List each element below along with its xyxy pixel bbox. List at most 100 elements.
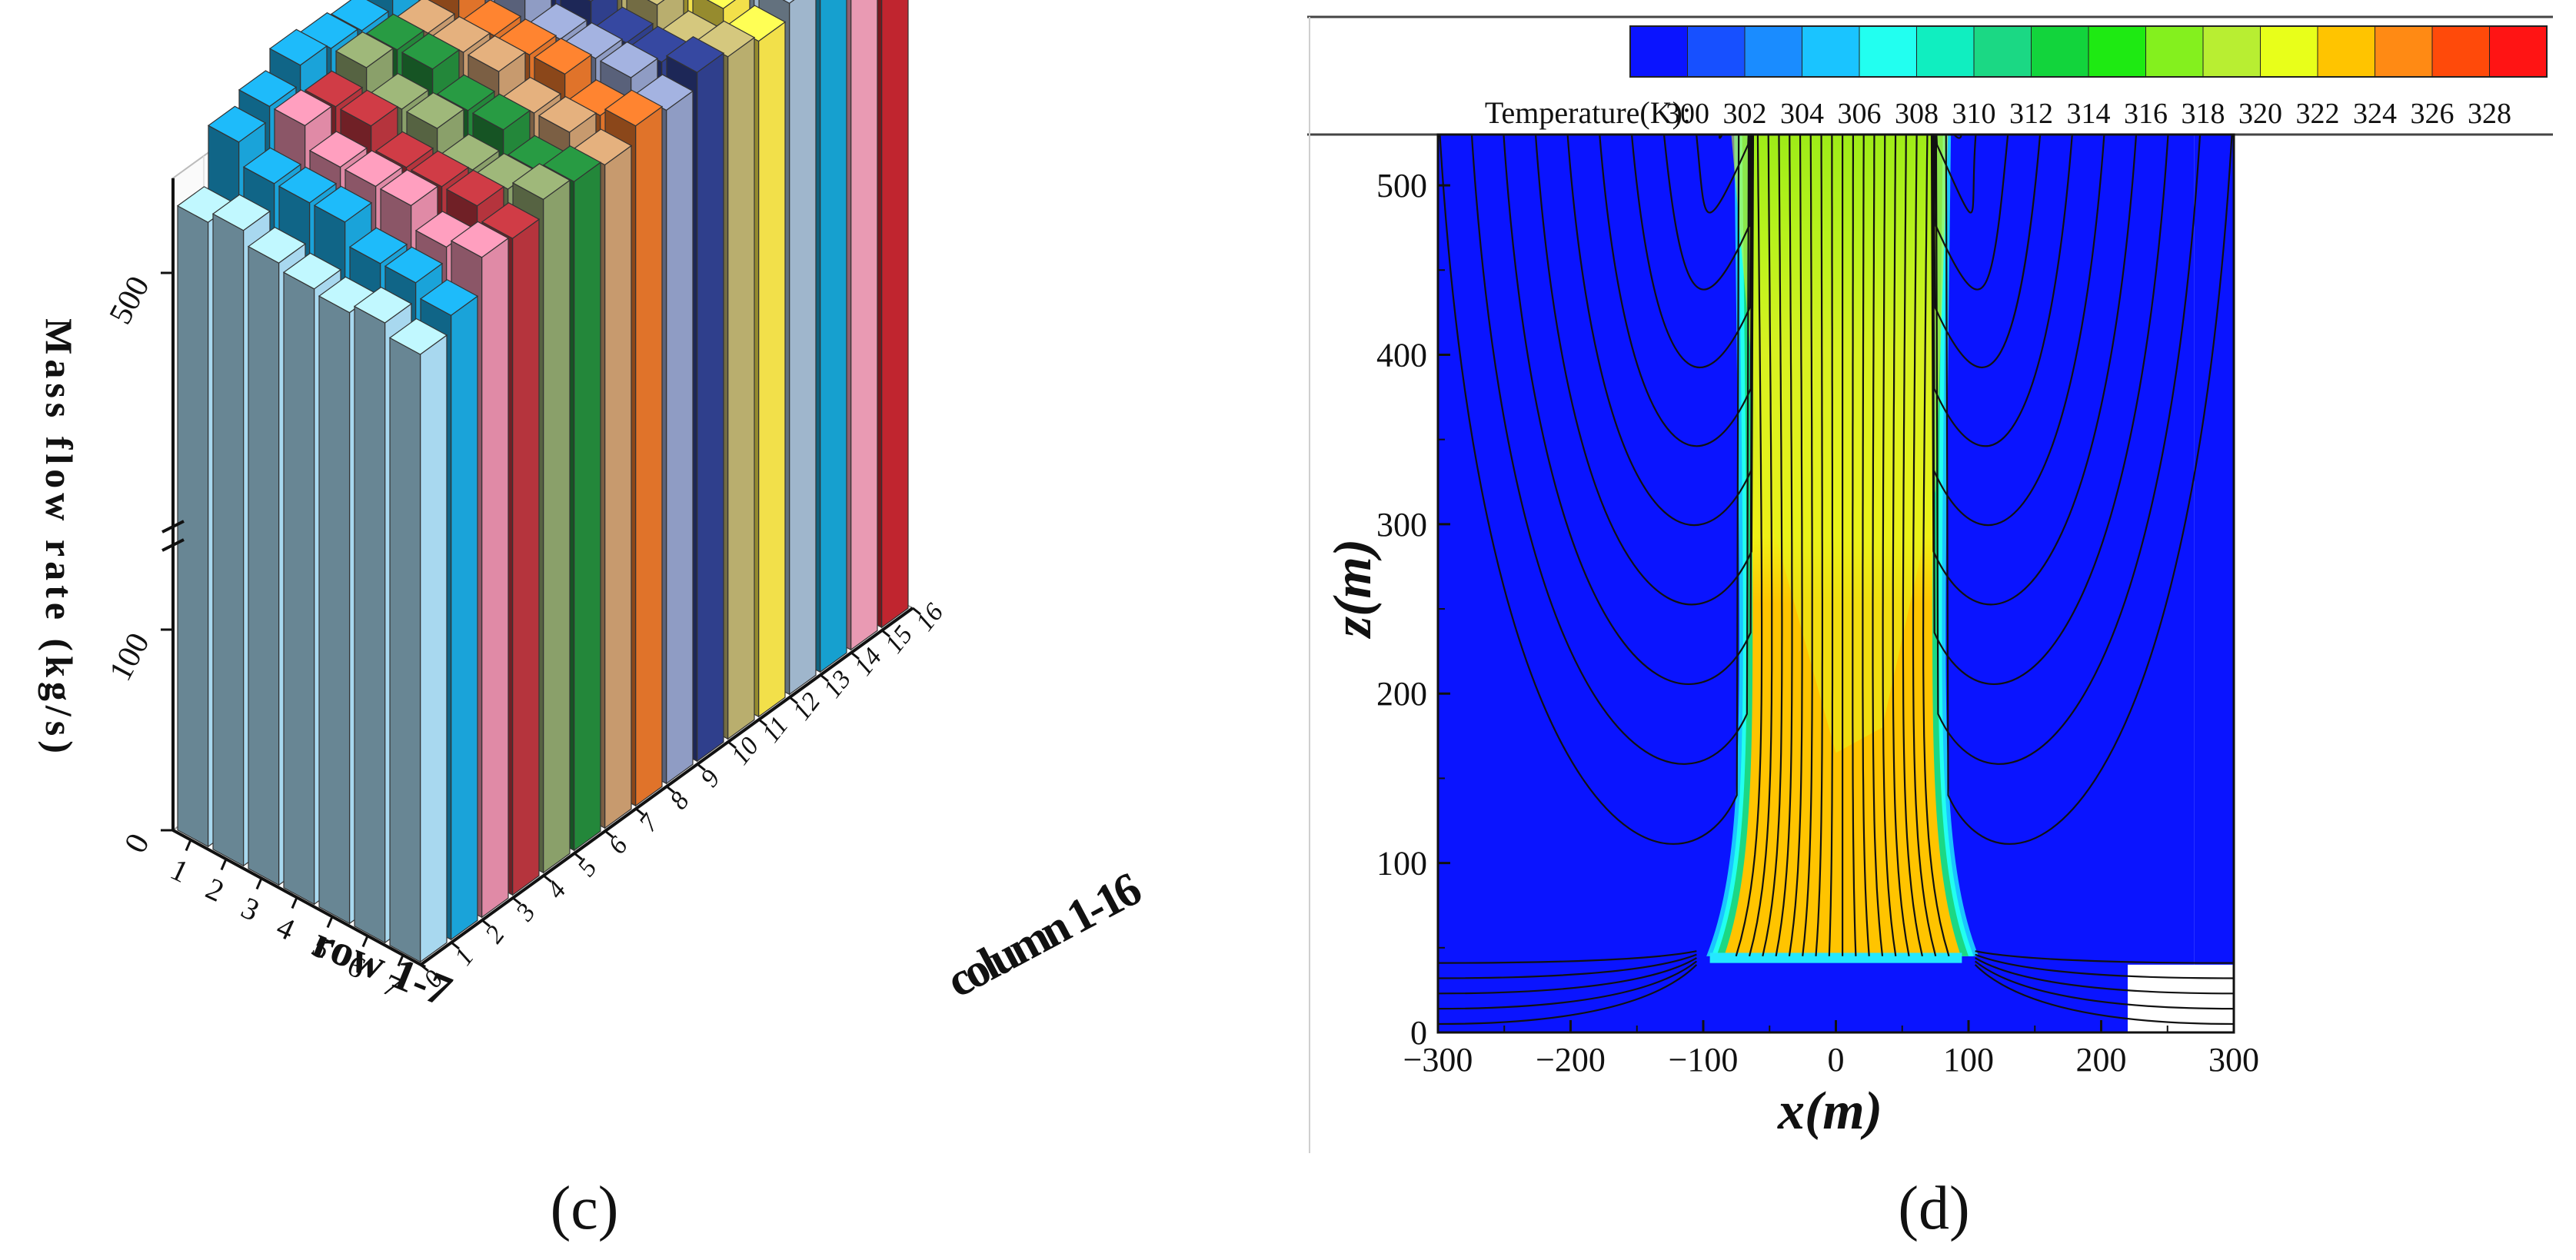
streamline <box>1933 135 2009 291</box>
column-tick-label: 3 <box>511 899 541 927</box>
bar-top <box>278 166 338 204</box>
streamline <box>1922 135 1950 957</box>
bar-top <box>268 28 328 66</box>
column-tick <box>451 941 460 950</box>
bar-top <box>706 0 736 9</box>
y-tick-label: 500 <box>1376 167 1427 204</box>
colorbar-tick-label: 302 <box>1723 98 1767 130</box>
bar-face <box>727 36 755 740</box>
colorbar-tick-label: 308 <box>1895 98 1939 130</box>
temperature-field <box>1438 135 2234 1032</box>
column-tick-label: 7 <box>634 808 665 837</box>
streamline <box>1662 135 1752 291</box>
x-tick-label: −200 <box>1536 1041 1606 1079</box>
bar-top <box>313 185 373 223</box>
bar-top <box>436 74 496 111</box>
streamline <box>1975 953 2234 979</box>
contour-plot: 300 302 304 306 308 310 312 314 316 318 320 322 324 3… <box>1307 15 2553 1242</box>
bar-side <box>212 213 245 867</box>
column-tick-label: 6 <box>603 832 634 859</box>
y-tick-label: 100 <box>103 627 157 687</box>
bar-face <box>604 145 632 829</box>
bar-top <box>238 70 298 108</box>
row-tick <box>291 896 298 909</box>
bar-top <box>542 145 602 182</box>
y-tick-label: 500 <box>103 271 157 330</box>
bar-top <box>273 89 333 127</box>
streamline <box>1470 135 1750 765</box>
streamline <box>1630 135 1752 368</box>
streamline <box>1762 135 1783 957</box>
bar-top <box>348 227 408 264</box>
streamline <box>1438 960 1698 1010</box>
bar-top <box>353 286 413 324</box>
column-tick <box>481 919 491 928</box>
colorbar-swatch <box>1687 25 1746 78</box>
bar-face <box>757 21 786 718</box>
bar-top <box>339 89 399 127</box>
column-tick <box>604 829 614 839</box>
bar-top <box>334 31 394 68</box>
bar-r7-c0 <box>388 317 448 963</box>
column-tick <box>666 785 675 794</box>
bar-top <box>330 0 390 32</box>
bar-top <box>365 13 425 51</box>
bar-top <box>384 246 444 284</box>
x-tick-label: 300 <box>2208 1041 2259 1079</box>
bar-side <box>354 305 386 944</box>
y-tick-label: 200 <box>1376 675 1427 713</box>
x-axis-label: x(m) <box>1777 1082 1882 1141</box>
column-tick <box>727 740 737 750</box>
bar-top <box>242 147 302 185</box>
streamline <box>1696 135 1749 214</box>
row-tick <box>397 954 404 967</box>
colorbar-tick-label: 318 <box>2182 98 2225 130</box>
x-tick-label: 100 <box>1943 1041 1994 1079</box>
streamline <box>1735 135 1763 957</box>
column-tick-label: 2 <box>480 921 511 949</box>
bar-top <box>282 252 342 290</box>
axis-break-mark <box>161 538 185 552</box>
bar-top <box>419 279 479 316</box>
column-tick <box>912 607 921 616</box>
streamline <box>1862 135 1870 956</box>
caption-d: (d) <box>1898 1175 1969 1242</box>
bar-top <box>511 163 571 201</box>
bar-face <box>819 0 847 673</box>
streamline <box>1439 135 1740 845</box>
streamline <box>1438 953 1697 979</box>
colorbar-swatch <box>1973 25 2032 78</box>
bar-side <box>248 245 280 886</box>
streamline <box>1912 135 1937 957</box>
column-tick <box>420 963 429 972</box>
bar-face <box>788 0 817 696</box>
bar-top <box>401 32 461 70</box>
bar-face <box>481 237 509 919</box>
bar-top <box>374 131 434 168</box>
streamline <box>1882 135 1897 956</box>
bar-top <box>211 194 271 231</box>
colorbar-swatch <box>2489 25 2548 78</box>
colorbar-tick-label: 312 <box>2009 98 2053 130</box>
bar-top <box>647 0 665 6</box>
axes: −300 −200 −100 0 100 200 300 0 100 200 300 400 500 <box>1376 133 2259 1079</box>
row-tick <box>326 916 334 929</box>
column-tick-label: 1 <box>449 943 480 971</box>
x-tick-label: 200 <box>2076 1041 2127 1079</box>
axis-break-mark <box>161 520 185 534</box>
streamlines <box>1438 135 2234 1026</box>
streamline <box>1930 135 2138 606</box>
colorbar-swatch <box>1629 25 1689 78</box>
bar-side <box>318 295 351 925</box>
streamline <box>1503 135 1753 685</box>
source-strip <box>1709 952 1962 963</box>
streamline <box>1935 135 2202 765</box>
column-tick <box>758 718 767 727</box>
bar-face <box>450 295 478 941</box>
streamline <box>1802 135 1813 956</box>
streamline <box>1932 135 2169 686</box>
column-axis-label: column 1-16 <box>938 863 1149 1008</box>
streamline <box>1952 135 1962 139</box>
bar-top <box>405 91 465 129</box>
bar-top <box>344 150 404 188</box>
